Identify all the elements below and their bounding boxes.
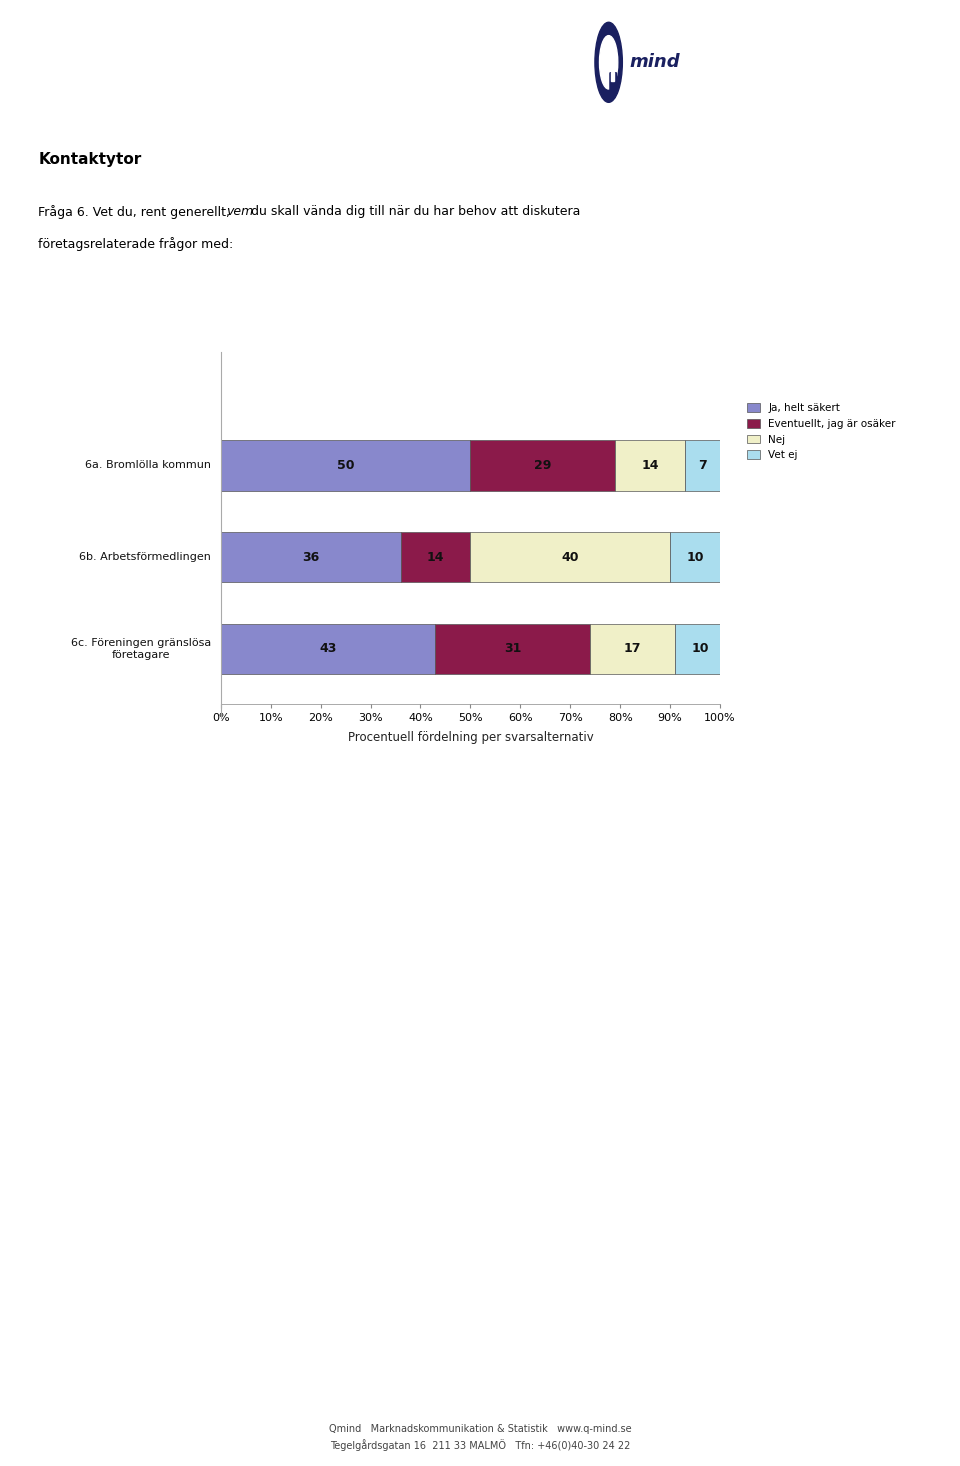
Bar [675,623,725,674]
Text: Tegelgårdsgatan 16  211 33 MALMÖ   Tfn: +46(0)40-30 24 22: Tegelgårdsgatan 16 211 33 MALMÖ Tfn: +46… [330,1440,630,1451]
Bar [590,623,675,674]
Text: 10: 10 [691,642,708,655]
Text: Kontaktytor: Kontaktytor [38,152,142,167]
Bar [436,623,590,674]
Text: du skall vända dig till när du har behov att diskutera: du skall vända dig till när du har behov… [247,205,580,218]
Circle shape [595,22,622,103]
Text: 36: 36 [302,551,320,563]
Text: vem: vem [227,205,253,218]
Bar [221,623,436,674]
Text: 7: 7 [698,459,707,472]
Text: 43: 43 [320,642,337,655]
Text: 6c. Föreningen gränslösa
företagare: 6c. Föreningen gränslösa företagare [71,638,211,660]
Bar [221,440,470,491]
FancyBboxPatch shape [610,73,616,94]
Text: 14: 14 [426,551,444,563]
Text: 40: 40 [562,551,579,563]
Bar [221,532,400,582]
X-axis label: Procentuell fördelning per svarsalternativ: Procentuell fördelning per svarsalternat… [348,732,593,745]
Text: 29: 29 [534,459,551,472]
Text: 31: 31 [504,642,521,655]
Text: 6a. Bromlölla kommun: 6a. Bromlölla kommun [84,460,211,471]
Bar [400,532,470,582]
Bar [470,532,670,582]
Text: 14: 14 [641,459,659,472]
Bar [685,440,720,491]
Bar [615,440,685,491]
Circle shape [599,35,618,89]
Text: företagsrelaterade frågor med:: företagsrelaterade frågor med: [38,237,233,252]
Text: 6b. Arbetsförmedlingen: 6b. Arbetsförmedlingen [79,553,211,561]
Bar [611,72,613,81]
Text: Fråga 6. Vet du, rent generellt,: Fråga 6. Vet du, rent generellt, [38,205,234,220]
Text: 10: 10 [686,551,704,563]
Text: mind: mind [630,53,681,72]
Bar [470,440,615,491]
Bar [670,532,720,582]
Legend: Ja, helt säkert, Eventuellt, jag är osäker, Nej, Vet ej: Ja, helt säkert, Eventuellt, jag är osäk… [745,402,898,462]
Text: 50: 50 [337,459,354,472]
Text: 17: 17 [624,642,641,655]
Text: Qmind   Marknadskommunikation & Statistik   www.q-mind.se: Qmind Marknadskommunikation & Statistik … [328,1423,632,1434]
